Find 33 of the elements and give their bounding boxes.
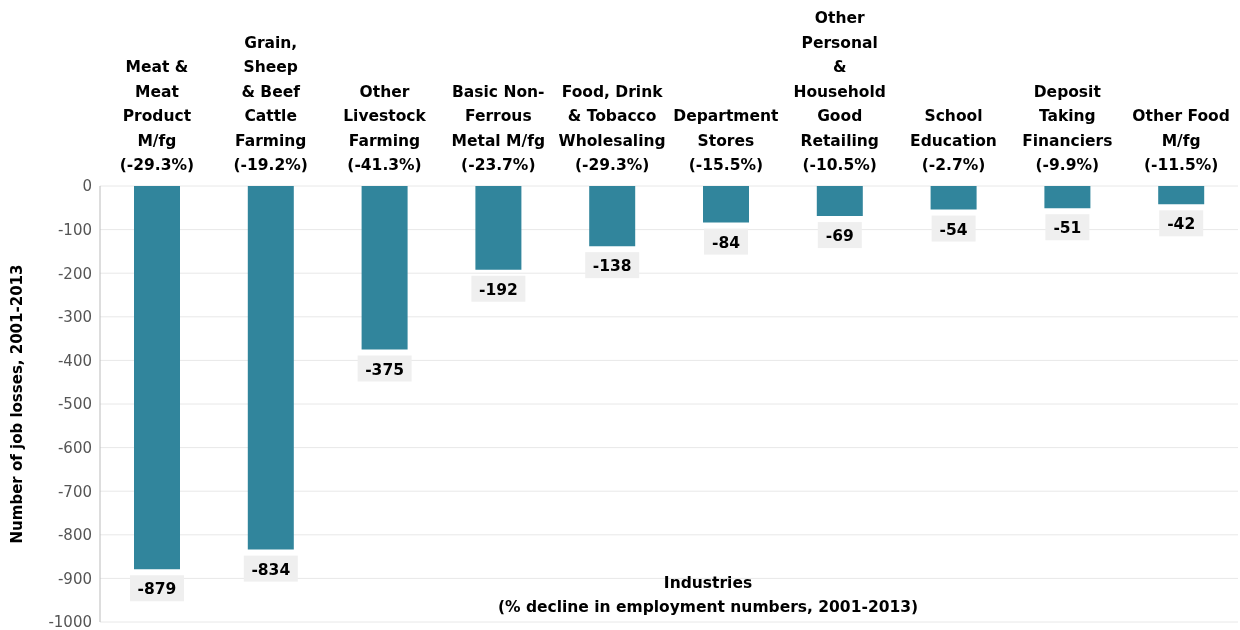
- data-label: -84: [711, 233, 741, 252]
- y-tick-label: -100: [57, 220, 92, 239]
- y-tick-label: -800: [57, 526, 92, 545]
- y-tick-label: -900: [57, 569, 92, 588]
- y-tick-label: -400: [57, 351, 92, 370]
- x-tick-label: Basic Non- Ferrous Metal M/fg (-23.7%): [451, 82, 546, 174]
- data-label: -138: [592, 257, 632, 276]
- x-tick-label: Other Personal & Household Good Retailing (-10.5%): [793, 9, 886, 174]
- data-label: -69: [825, 227, 854, 246]
- y-tick-label: -200: [57, 264, 92, 283]
- y-tick-label: -500: [57, 395, 92, 414]
- x-tick-label: Deposit Taking Financiers (-9.9%): [1022, 82, 1113, 174]
- data-label: -54: [939, 220, 968, 239]
- x-tick-label: Grain, Sheep & Beef Cattle Farming (-19.2%): [233, 33, 308, 174]
- data-label: -192: [479, 280, 518, 299]
- y-tick-label: -300: [57, 308, 92, 327]
- y-tick-label: 0: [82, 177, 92, 196]
- y-axis-title: Number of job losses, 2001-2013: [8, 264, 26, 544]
- x-tick-label: Other Food M/fg (-11.5%): [1132, 107, 1230, 174]
- y-tick-label: -1000: [48, 613, 92, 630]
- data-label: -879: [137, 580, 177, 599]
- data-label: -375: [365, 360, 404, 379]
- x-tick-label: School Education (-2.7%): [910, 107, 997, 174]
- x-tick-label: Meat & Meat Product M/fg (-29.3%): [119, 58, 195, 174]
- x-tick-label: Food, Drink & Tobacco Wholesaling (-29.3%): [558, 82, 666, 174]
- data-label: -51: [1053, 219, 1082, 238]
- x-tick-label: Other Livestock Farming (-41.3%): [343, 82, 427, 174]
- data-label: -834: [251, 560, 291, 579]
- x-axis-title: Industries (% decline in employment numbers, 2001-2013): [496, 573, 920, 618]
- x-tick-label: Department Stores (-15.5%): [673, 107, 780, 174]
- data-label: -42: [1167, 215, 1196, 234]
- y-tick-label: -600: [57, 438, 92, 457]
- y-tick-label: -700: [57, 482, 92, 501]
